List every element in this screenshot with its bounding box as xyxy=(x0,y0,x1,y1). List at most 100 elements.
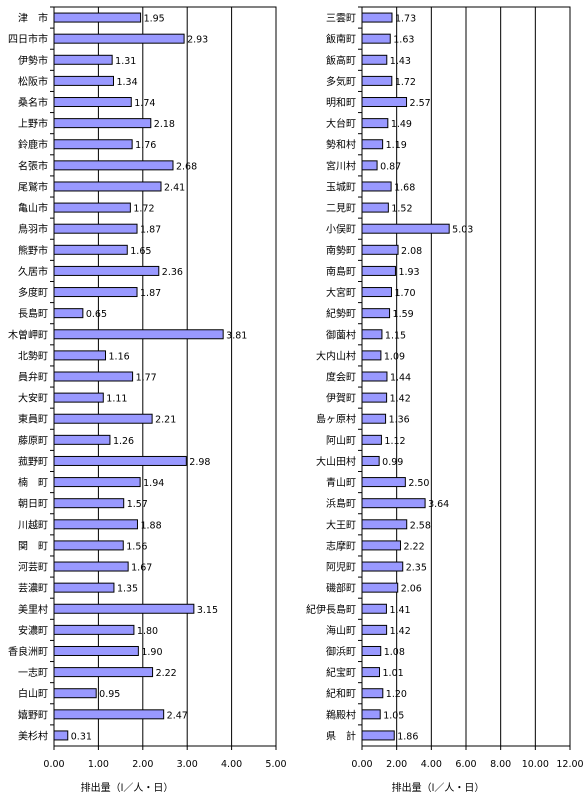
category-label: 伊賀町 xyxy=(326,393,356,405)
category-label: 美杉村 xyxy=(18,729,48,742)
category-label: 大山田村 xyxy=(316,455,356,468)
bar xyxy=(53,118,152,129)
data-label: 2.18 xyxy=(154,119,175,130)
x-tick-label: 1.00 xyxy=(88,759,109,770)
x-tick-label: 3.00 xyxy=(177,759,198,770)
bar xyxy=(53,350,107,361)
bar xyxy=(53,33,185,44)
data-label: 1.72 xyxy=(395,77,416,88)
category-label: 三雲町 xyxy=(326,13,356,25)
category-label: 員弁町 xyxy=(18,371,48,384)
category-label: 紀伊長島町 xyxy=(306,603,356,616)
category-label: 玉城町 xyxy=(326,181,356,193)
x-tick-label: 0.00 xyxy=(43,759,64,770)
data-label: 1.41 xyxy=(389,605,410,616)
data-label: 1.59 xyxy=(393,309,414,320)
bar xyxy=(361,413,387,424)
bar xyxy=(53,223,138,234)
category-label: 東員町 xyxy=(18,413,48,426)
x-tick-label: 5.00 xyxy=(265,759,286,770)
bar xyxy=(53,645,139,656)
data-label: 2.41 xyxy=(164,182,185,193)
data-label: 1.15 xyxy=(385,330,406,341)
bar xyxy=(53,244,128,255)
data-label: 1.87 xyxy=(140,225,161,236)
category-label: 一志町 xyxy=(18,666,48,679)
category-label: 長島町 xyxy=(18,307,48,320)
bar xyxy=(53,392,104,403)
bar xyxy=(361,519,408,530)
data-label: 1.16 xyxy=(109,351,130,362)
bar xyxy=(53,54,113,65)
bar xyxy=(361,97,408,108)
category-label: 鳥羽市 xyxy=(18,223,48,236)
bar xyxy=(53,603,195,614)
category-label: 関 町 xyxy=(18,540,48,552)
bar xyxy=(53,308,84,319)
data-label: 1.87 xyxy=(140,288,161,299)
category-label: 南勢町 xyxy=(326,244,356,257)
data-label: 1.36 xyxy=(389,415,410,426)
data-label: 1.44 xyxy=(390,373,411,384)
bar xyxy=(361,287,392,298)
bar xyxy=(361,33,391,44)
category-label: 大内山村 xyxy=(316,349,356,362)
category-label: 二見町 xyxy=(326,203,356,215)
category-label: 四日市市 xyxy=(8,33,48,46)
category-label: 鵜殿村 xyxy=(326,708,356,721)
category-label: 熊野市 xyxy=(18,244,48,257)
data-label: 1.20 xyxy=(386,689,407,700)
data-label: 1.49 xyxy=(391,119,412,130)
category-label: 北勢町 xyxy=(18,349,48,362)
category-label: 嬉野町 xyxy=(18,708,48,721)
bar xyxy=(361,667,381,678)
data-label: 2.35 xyxy=(406,563,427,574)
chart-panel-1: 0.00 1.00 2.00 3.00 4.00 5.00 津 市 1.95 四日市市 2.93 伊… xyxy=(8,6,287,794)
data-label: 1.43 xyxy=(390,56,411,67)
category-label: 大宮町 xyxy=(326,286,356,299)
data-label: 2.08 xyxy=(401,246,422,257)
bar xyxy=(361,645,382,656)
data-label: 1.77 xyxy=(136,373,157,384)
category-label: 御浜町 xyxy=(326,645,356,658)
category-label: 川越町 xyxy=(18,518,48,531)
data-label: 1.05 xyxy=(383,710,404,721)
data-label: 1.57 xyxy=(127,499,148,510)
data-label: 3.15 xyxy=(197,605,218,616)
chart-panel-2: 0.00 2.00 4.00 6.00 8.00 10.00 12.00 三雲町 1.73 飯南町… xyxy=(306,6,584,794)
bar xyxy=(361,75,393,86)
bar xyxy=(53,498,125,509)
bar xyxy=(361,477,406,488)
data-label: 1.11 xyxy=(106,394,127,405)
bar xyxy=(361,202,389,213)
data-label: 1.52 xyxy=(391,204,412,215)
data-label: 1.93 xyxy=(398,267,419,278)
bar xyxy=(53,455,187,466)
data-label: 1.19 xyxy=(386,140,407,151)
data-label: 0.87 xyxy=(380,161,401,172)
category-label: 勢和村 xyxy=(326,138,356,151)
data-label: 1.35 xyxy=(117,584,138,595)
category-label: 名張市 xyxy=(18,159,48,172)
category-label: 津 市 xyxy=(18,12,48,25)
bar xyxy=(361,139,384,150)
x-tick-label: 10.00 xyxy=(522,759,549,770)
data-label: 1.12 xyxy=(384,436,405,447)
bar xyxy=(361,540,401,551)
bar xyxy=(53,413,153,424)
data-label: 2.57 xyxy=(410,98,431,109)
bar xyxy=(53,519,138,530)
category-label: 安濃町 xyxy=(18,624,48,637)
category-label: 阿山町 xyxy=(326,435,356,447)
data-label: 1.68 xyxy=(394,182,415,193)
data-label: 1.88 xyxy=(140,520,161,531)
data-label: 1.42 xyxy=(390,626,411,637)
category-label: 香良洲町 xyxy=(8,645,48,658)
data-label: 1.31 xyxy=(115,56,136,67)
bar xyxy=(361,350,382,361)
category-label: 亀山市 xyxy=(18,202,48,215)
bar xyxy=(361,624,388,635)
bar xyxy=(361,12,393,23)
bar xyxy=(53,624,135,635)
